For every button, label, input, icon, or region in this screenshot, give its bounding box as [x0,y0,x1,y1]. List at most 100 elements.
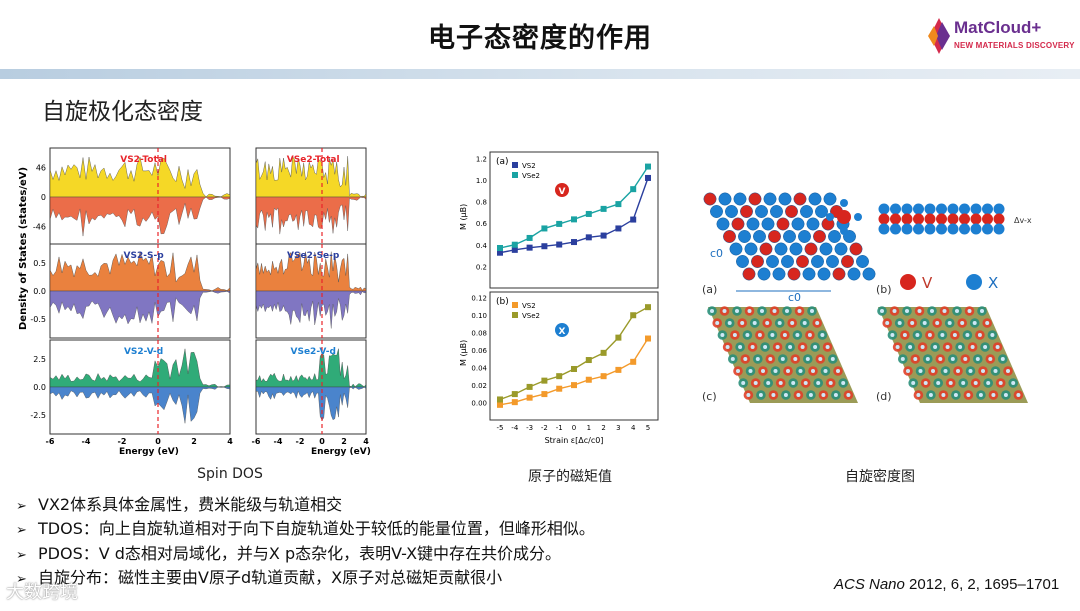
lattice-atom [828,230,841,243]
lattice-atom [817,267,831,281]
moment-ylabel: M (μB) [459,204,468,230]
moment-data-point [600,349,607,356]
spin-density-core [783,393,788,397]
moment-ytick-label: 0.02 [471,382,487,390]
spin-density-core [948,381,953,385]
spin-density-core [933,345,938,349]
legend-v-label: V [922,274,933,292]
dos-caption: Spin DOS [197,466,263,482]
spin-density-core [916,393,921,397]
lattice-atom [849,242,863,256]
lattice-atom [778,192,792,206]
spin-density-caption: 自旋密度图 [845,469,915,485]
moment-xtick-label: -1 [556,424,563,432]
side-view-atom [936,213,947,225]
spin-density-core [931,369,935,373]
legend-x-label: X [988,274,998,292]
spin-density-core [952,333,957,337]
lattice-atom [832,267,846,281]
dos-spin-down-area [49,290,231,325]
matcloud-logo: MatCloud+ NEW MATERIALS DISCOVERY [926,16,1076,58]
side-view-atom [901,213,913,225]
spin-density-core [798,369,803,373]
side-view-atom [913,223,924,235]
moment-data-point [630,186,637,193]
spin-density-core [797,309,802,313]
legend-label: VS2 [522,162,536,170]
dos-spin-up-area [255,251,367,292]
dos-panel-label: VS2-S-p [124,251,165,261]
spin-density-core [890,333,895,337]
dos-ytick-label: 0 [41,193,46,202]
lattice-atom [751,255,764,268]
logo-text: MatCloud+ [954,18,1042,37]
spin-density-core [905,309,909,313]
spin-density-core [715,321,720,325]
spin-density-core [782,333,787,337]
moment-data-point [511,399,518,406]
spin-density-core [928,393,933,397]
dos-ytick-label: 2.5 [33,355,46,364]
spin-density-core [820,333,825,337]
bullet-item: ➢ PDOS：V d态相对局域化，并与X p态杂化，表明V-X键中存在共价成分。 [16,543,595,567]
spin-density-core [910,321,915,325]
spin-density-core [805,357,810,361]
dos-ytick-label: 46 [36,164,46,173]
dos-spin-down-area [255,386,367,421]
spin-density-core [920,345,925,349]
spin-density-core [955,309,959,313]
spin-density-core [747,309,752,313]
spin-density-core [956,369,960,373]
lattice-atom [770,205,783,218]
spin-density-core [935,321,940,325]
spin-density-core [906,369,910,373]
side-view-atom [970,223,982,235]
spin-density-core [748,369,753,373]
dos-xtick-label: -2 [118,437,127,446]
dos-xlabel-left: Energy (eV) [119,447,179,457]
spin-density-core [1016,393,1021,397]
lattice-atom [736,255,749,268]
dos-ytick-label: -46 [33,222,46,231]
spin-density-core [788,345,793,349]
label-d: (d) [876,390,892,403]
spin-density-core [922,321,927,325]
moment-ytick-label: 0.6 [476,220,488,228]
spin-density-core [925,357,930,361]
spin-density-core [927,333,932,337]
side-view-atom [924,213,936,225]
slide-title: 电子态密度的作用 [428,23,652,54]
logo-diamond-icon [928,18,950,54]
spin-density-core [908,345,913,349]
side-view-atom [947,213,959,225]
lattice-atom [755,205,768,218]
orbital-side-atom [840,199,848,207]
spin-density-core [945,345,950,349]
moment-data-point [497,401,503,408]
lattice-atom [723,230,736,243]
arrow-bullet-icon: ➢ [16,499,27,514]
side-view-atom [970,203,982,215]
spin-density-core [741,381,746,385]
moment-xtick-label: 2 [601,424,605,432]
spin-density-core [777,321,782,325]
spin-density-core [973,381,978,385]
bullet-item: ➢ 自旋分布：磁性主要由V原子d轨道贡献，X原子对总磁矩贡献很小 [16,567,595,591]
moment-data-point [556,385,563,392]
spin-density-core [793,357,798,361]
moment-data-point [645,335,651,342]
lattice-atom [785,205,798,218]
spin-density-core [810,309,814,313]
dos-xtick-label: -6 [46,437,55,446]
lattice-atom [787,267,801,281]
dos-spin-up-area [49,156,231,198]
moment-data-point [541,391,548,398]
moment-xtick-label: -5 [497,424,504,432]
spin-density-core [940,333,945,337]
c0-label-side: c0 [710,247,723,260]
dos-spin-up-area [255,155,367,198]
spin-density-core [828,381,833,385]
spin-density-core [923,381,928,385]
moment-data-point [541,377,548,384]
spin-density-core [981,369,985,373]
